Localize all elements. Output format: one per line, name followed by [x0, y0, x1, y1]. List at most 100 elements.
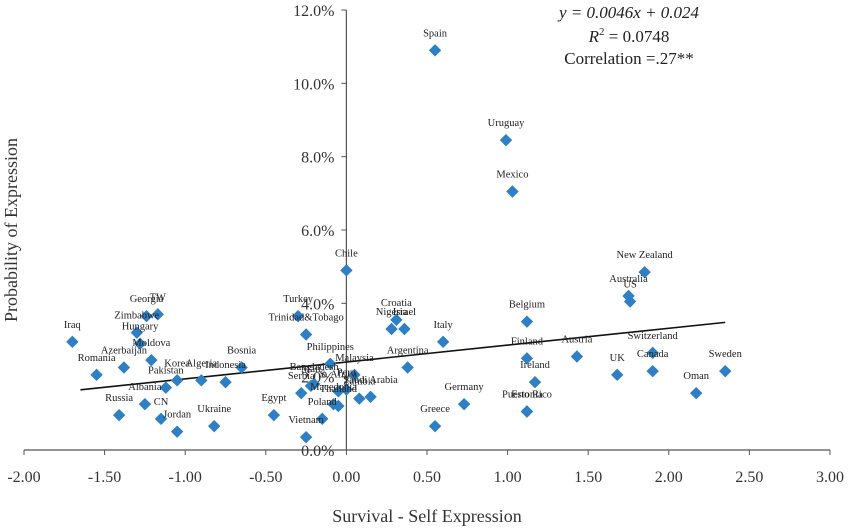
data-point [332, 385, 345, 398]
data-point [295, 386, 308, 400]
point-label: New Zealand [616, 250, 673, 261]
point-label: Serbia [288, 371, 315, 382]
data-point [398, 322, 411, 336]
point-label: Vietnam [288, 415, 324, 426]
x-tick-label: 1.50 [574, 469, 602, 486]
data-point [316, 412, 329, 426]
x-tick-label: 2.00 [655, 469, 683, 486]
data-point [304, 379, 318, 393]
x-tick-label: -0.50 [249, 469, 282, 486]
data-point [520, 405, 534, 418]
point-label: Iraq [64, 320, 82, 331]
data-point [140, 309, 153, 323]
point-label: Oman [683, 371, 709, 382]
data-point [506, 185, 519, 198]
data-point [428, 44, 442, 57]
data-point [719, 364, 732, 378]
point-label: Saudi Arabia [343, 375, 398, 386]
r-squared: R2 = 0.0748 [588, 26, 670, 46]
point-label: Switzerland [628, 331, 679, 342]
data-point [646, 364, 659, 378]
r-squared-symbol: R [588, 27, 600, 46]
point-label: Germany [445, 382, 485, 393]
point-label: CN [154, 397, 169, 408]
point-label: Israel [393, 307, 416, 318]
data-point [291, 309, 305, 323]
x-tick-label: -2.00 [7, 469, 40, 486]
point-label: TW [150, 292, 166, 303]
point-label: Trinidad&Tobago [268, 313, 343, 324]
point-label: Chile [335, 248, 358, 259]
point-label: Romania [78, 353, 116, 364]
point-label: Canada [637, 349, 669, 360]
point-label: Croatia [381, 298, 412, 309]
y-axis-title: Probability of Expression [1, 138, 21, 322]
point-label: Zimbabwe [114, 311, 159, 322]
data-point [436, 335, 450, 349]
data-point [267, 408, 281, 422]
correlation-label: Correlation =.27** [564, 49, 694, 68]
point-label: Peru [337, 368, 357, 379]
data-point [195, 374, 208, 387]
data-point [324, 357, 337, 371]
y-tick-label: 8.0% [301, 150, 334, 167]
data-points [66, 44, 732, 444]
point-label: Indonesia [205, 360, 246, 371]
data-point [130, 326, 144, 339]
data-point [299, 328, 313, 341]
point-label: Hungary [122, 322, 159, 333]
point-label: Mali [301, 364, 321, 375]
point-label: Macedonia [310, 382, 357, 393]
data-point [340, 264, 353, 277]
data-point [117, 361, 131, 374]
point-label: Bangladesh [290, 362, 340, 373]
point-label: Austria [561, 335, 592, 346]
point-label: Georgia [130, 294, 164, 305]
point-label: Zambia [343, 377, 375, 388]
point-label: Philippines [307, 342, 354, 353]
data-point [133, 337, 147, 350]
trend-equation: y = 0.0046x + 0.024 [557, 3, 700, 22]
point-label: Moldova [132, 338, 170, 349]
data-point [208, 419, 221, 433]
point-label: Ireland [520, 360, 550, 371]
data-point [520, 352, 534, 365]
data-point [138, 397, 152, 411]
point-label: Sweden [709, 349, 743, 360]
data-point [528, 375, 542, 389]
y-tick-label: 10.0% [293, 76, 334, 93]
point-label: Uruguay [488, 118, 525, 129]
point-label: Spain [423, 28, 448, 39]
data-point [570, 350, 584, 363]
point-label: UK [610, 353, 626, 364]
data-point [646, 346, 659, 360]
point-label: Poland [308, 397, 338, 408]
point-label: Turkey [283, 294, 314, 305]
point-label: Finland [511, 336, 544, 347]
data-point [90, 368, 103, 382]
data-point [170, 374, 184, 387]
point-label: S. Africa [320, 369, 358, 380]
data-point [299, 430, 313, 444]
x-tick-label: 0.00 [332, 469, 360, 486]
data-point [428, 419, 442, 433]
point-label: Argentina [387, 346, 429, 357]
point-label: Nigeria [376, 307, 408, 318]
data-point [327, 397, 340, 411]
x-tick-label: 3.00 [816, 469, 844, 486]
r-squared-value: = 0.0748 [605, 27, 670, 46]
data-point [348, 368, 361, 382]
x-tick-label: -1.00 [169, 469, 202, 486]
tick-labels: -2.00 -1.50 -1.00 -0.50 0.00 0.50 1.00 1.50 2.00… [7, 3, 844, 486]
data-point [390, 313, 403, 327]
data-point [385, 322, 398, 336]
point-label: Greece [420, 404, 450, 415]
x-tick-label: 1.00 [494, 469, 522, 486]
data-point [145, 353, 158, 367]
point-label: Italy [433, 320, 453, 331]
y-tick-label: 6.0% [301, 223, 334, 240]
data-point [159, 381, 173, 394]
y-tick-label: 0.0% [301, 443, 334, 460]
point-label: Albania [128, 382, 162, 393]
